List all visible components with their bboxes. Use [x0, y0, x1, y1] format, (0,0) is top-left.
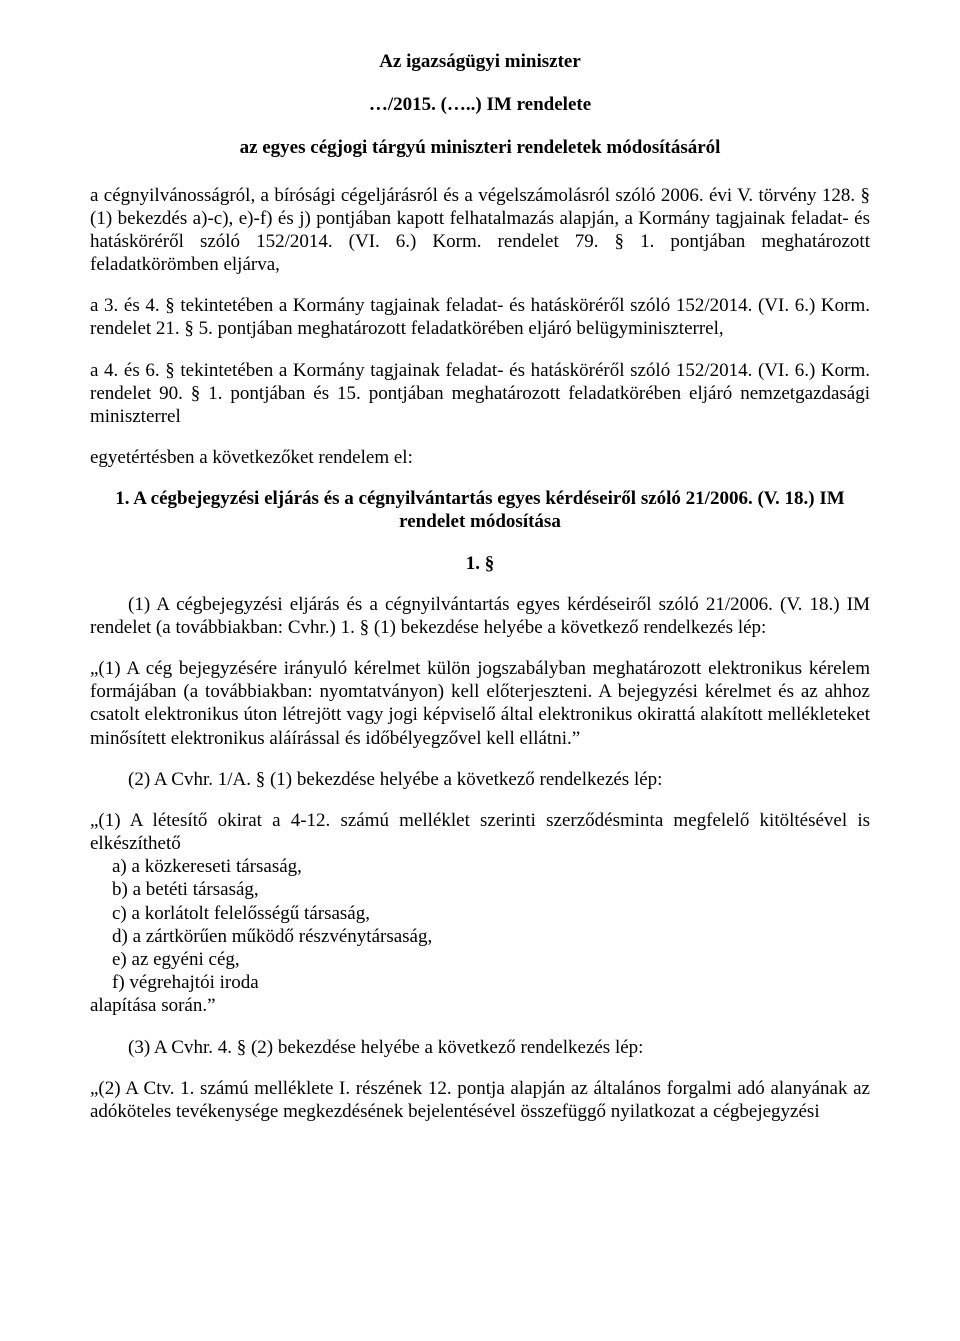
section-1-quote-2-item-b: b) a betéti társaság,: [90, 878, 870, 901]
title-block: Az igazságügyi miniszter …/2015. (…..) I…: [90, 50, 870, 160]
title-line-3: az egyes cégjogi tárgyú miniszteri rende…: [90, 136, 870, 159]
title-line-2: …/2015. (…..) IM rendelete: [90, 93, 870, 116]
section-1-quote-3: „(2) A Ctv. 1. számú melléklete I. részé…: [90, 1077, 870, 1123]
preamble-para-2: a 3. és 4. § tekintetében a Kormány tagj…: [90, 294, 870, 340]
section-1-quote-2-item-c: c) a korlátolt felelősségű társaság,: [90, 902, 870, 925]
section-1-heading: 1. A cégbejegyzési eljárás és a cégnyilv…: [90, 487, 870, 533]
section-1-quote-2-lead: „(1) A létesítő okirat a 4-12. számú mel…: [90, 809, 870, 855]
section-1-para-2: (2) A Cvhr. 1/A. § (1) bekezdése helyébe…: [90, 768, 870, 791]
preamble-para-4: egyetértésben a következőket rendelem el…: [90, 446, 870, 469]
section-1-quote-2-item-f: f) végrehajtói iroda: [90, 971, 870, 994]
section-1-quote-1: „(1) A cég bejegyzésére irányuló kérelme…: [90, 657, 870, 750]
section-1-quote-2-item-d: d) a zártkörűen működő részvénytársaság,: [90, 925, 870, 948]
preamble-para-3: a 4. és 6. § tekintetében a Kormány tagj…: [90, 359, 870, 429]
section-1-number: 1. §: [90, 552, 870, 575]
document-page: Az igazságügyi miniszter …/2015. (…..) I…: [0, 0, 960, 1341]
section-1-para-1: (1) A cégbejegyzési eljárás és a cégnyil…: [90, 593, 870, 639]
section-1-quote-2-item-a: a) a közkereseti társaság,: [90, 855, 870, 878]
title-line-1: Az igazságügyi miniszter: [90, 50, 870, 73]
section-1-quote-2-item-e: e) az egyéni cég,: [90, 948, 870, 971]
section-1-para-3: (3) A Cvhr. 4. § (2) bekezdése helyébe a…: [90, 1036, 870, 1059]
section-1-quote-2-block: „(1) A létesítő okirat a 4-12. számú mel…: [90, 809, 870, 1018]
section-1-quote-2-tail: alapítása során.”: [90, 994, 870, 1017]
preamble-para-1: a cégnyilvánosságról, a bírósági cégeljá…: [90, 184, 870, 277]
